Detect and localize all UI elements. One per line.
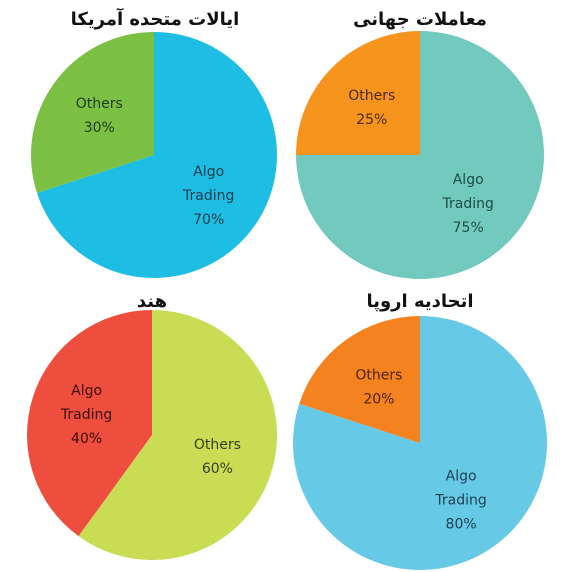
pie-slice-india-0 <box>78 310 277 560</box>
pie-value-global-1: 25% <box>356 112 387 128</box>
chart-india: هند Others 60% Algo Trading 40% <box>26 291 277 560</box>
pie-value-eu-1: 20% <box>363 392 394 408</box>
pie-label-eu-1: Others 20% <box>355 368 402 408</box>
pie-value-india-1: 40% <box>71 431 102 447</box>
pie-value-eu-0: 80% <box>446 517 477 533</box>
chart-eu: اتحادیه اروپا Algo Trading 80% Others 20% <box>293 291 548 570</box>
pie-slice-eu-1 <box>299 316 420 443</box>
pie-eu: Algo Trading 80% Others 20% <box>293 316 548 570</box>
pie-india: Others 60% Algo Trading 40% <box>26 310 277 560</box>
pie-value-global-0: 75% <box>453 220 484 236</box>
pie-slice-india-1 <box>26 310 152 537</box>
pie-label-global-0: Algo Trading 75% <box>442 172 494 236</box>
pie-label-usa-0: Algo Trading 70% <box>182 164 234 228</box>
pie-global: Algo Trading 75% Others 25% <box>296 31 544 279</box>
pie-value-usa-1: 30% <box>84 120 115 136</box>
chart-global: معاملات جهانی Algo Trading 75% Others 25% <box>296 9 544 279</box>
pie-usa: Algo Trading 70% Others 30% <box>30 32 277 278</box>
pie-value-usa-0: 70% <box>193 212 224 228</box>
pie-value-india-0: 60% <box>202 461 233 477</box>
pie-slice-global-1 <box>296 31 420 155</box>
pie-label-eu-0: Algo Trading 80% <box>434 469 486 533</box>
chart-title-usa: ایالات متحده آمریکا <box>71 7 240 30</box>
chart-usa: ایالات متحده آمریکا Algo Trading 70% Others… <box>30 7 277 278</box>
chart-title-india: هند <box>137 291 167 312</box>
pie-slice-usa-1 <box>30 32 154 194</box>
pie-label-india-0: Others 60% <box>194 437 241 477</box>
pie-label-india-1: Algo Trading 40% <box>60 383 112 447</box>
chart-title-global: معاملات جهانی <box>353 9 487 30</box>
pie-slice-eu-0 <box>293 316 548 570</box>
chart-title-eu: اتحادیه اروپا <box>366 291 473 312</box>
pie-label-usa-1: Others 30% <box>76 96 123 136</box>
pie-slice-usa-0 <box>37 32 277 278</box>
pie-label-global-1: Others 25% <box>348 88 395 128</box>
